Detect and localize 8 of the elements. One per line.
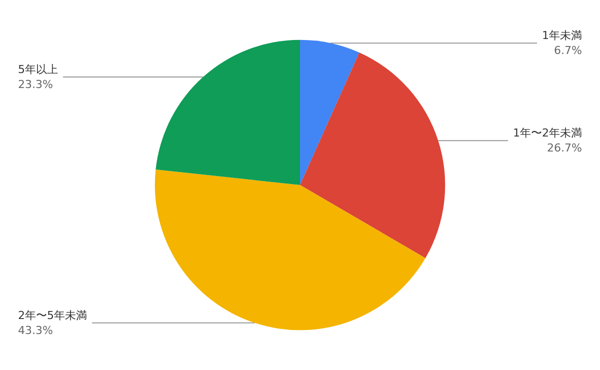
data-label: 43.3% xyxy=(18,324,53,337)
slice-label: 1年未満 xyxy=(542,29,582,42)
data-label: 6.7% xyxy=(554,44,582,58)
slice-label: 2年〜5年未満 xyxy=(18,308,87,322)
data-label: 23.3% xyxy=(18,78,53,92)
slice-label: 1年〜2年未満 xyxy=(513,126,582,140)
data-label: 26.7% xyxy=(547,142,582,155)
slice-label: 5年以上 xyxy=(18,63,58,76)
